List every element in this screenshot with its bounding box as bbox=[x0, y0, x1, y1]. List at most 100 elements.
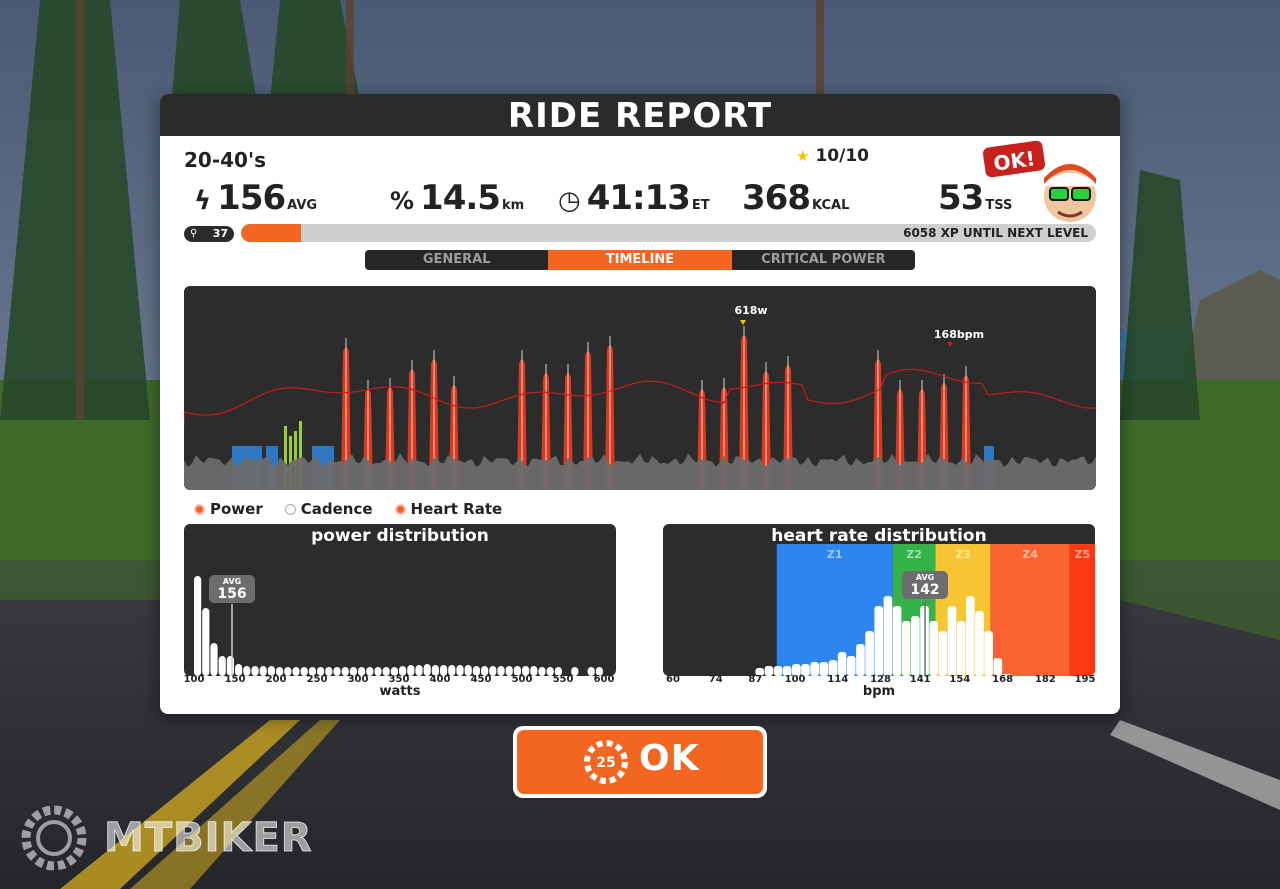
distance-icon: % bbox=[390, 187, 415, 215]
hr-bin-bar bbox=[865, 631, 874, 676]
avg-power-value: 156 bbox=[217, 178, 286, 218]
power-bin-bar bbox=[431, 665, 439, 676]
power-bin-bar bbox=[481, 666, 489, 676]
power-tick-label: 400 bbox=[429, 674, 451, 685]
legend-power-label: Power bbox=[210, 500, 263, 518]
power-bin-bar bbox=[505, 666, 513, 676]
hr-bin-bar bbox=[975, 611, 984, 676]
xp-progress-fill bbox=[241, 224, 301, 242]
rating-value: 10/10 bbox=[815, 146, 869, 166]
hr-zone-label: Z2 bbox=[906, 548, 922, 561]
hr-zone-band bbox=[1069, 544, 1095, 676]
panel-title: RIDE REPORT bbox=[160, 94, 1120, 136]
power-bin-bar bbox=[194, 576, 202, 676]
power-bin-bar bbox=[235, 664, 243, 676]
power-bin-bar bbox=[587, 667, 595, 676]
legend-cadence-toggle[interactable]: Cadence bbox=[284, 500, 373, 518]
power-avg-caption: AVG bbox=[223, 577, 241, 586]
power-tick-label: 550 bbox=[552, 674, 574, 685]
zone-green-sliver bbox=[284, 426, 287, 490]
heart-rate-line bbox=[184, 368, 1096, 426]
elapsed-time-value: 41:13 bbox=[586, 178, 691, 218]
hr-tick-label: 74 bbox=[708, 674, 723, 685]
hr-zone-label: Z4 bbox=[1022, 548, 1038, 561]
tab-general[interactable]: GENERAL bbox=[365, 250, 549, 270]
level-value: 37 bbox=[212, 227, 228, 240]
power-bin-bar bbox=[374, 667, 382, 676]
hr-avg-value: 142 bbox=[910, 582, 939, 598]
timeline-svg: 618w 168bpm bbox=[184, 304, 1096, 490]
hr-bin-bar bbox=[938, 631, 948, 676]
hr-bin-bar bbox=[984, 631, 993, 676]
power-axis-label: watts bbox=[379, 684, 421, 699]
ride-report-panel: RIDE REPORT 20-40's ★ 10/10 ϟ 156 AVG % 14.5… bbox=[160, 94, 1120, 714]
power-bin-bar bbox=[276, 667, 284, 676]
hr-bin-bar bbox=[755, 668, 765, 676]
star-icon: ★ bbox=[796, 147, 810, 165]
power-bin-bar bbox=[489, 666, 497, 676]
power-tick-label: 200 bbox=[265, 674, 287, 685]
power-bin-bar bbox=[333, 667, 341, 676]
power-bin-bar bbox=[456, 665, 464, 676]
power-bin-bar bbox=[440, 665, 448, 676]
power-bin-bar bbox=[522, 666, 530, 676]
watermark-text: MTBIKER bbox=[104, 815, 313, 862]
hr-distribution-chart: heart rate distribution Z1 Z2 Z3 Z4 Z5 AVG 1… bbox=[663, 524, 1095, 676]
hr-distribution-svg: Z1 Z2 Z3 Z4 Z5 AVG 142 bbox=[755, 544, 1095, 676]
ok-button-label: OK bbox=[639, 738, 700, 779]
power-bin-bar bbox=[292, 667, 300, 676]
lightning-icon: ϟ bbox=[194, 186, 212, 216]
tab-critical-power[interactable]: CRITICAL POWER bbox=[731, 250, 915, 270]
hr-zone-label: Z3 bbox=[955, 548, 971, 561]
hr-tick-label: 182 bbox=[1034, 674, 1056, 685]
radio-on-icon bbox=[194, 504, 205, 515]
hr-bin-bar bbox=[993, 658, 1003, 676]
hr-tick-label: 60 bbox=[666, 674, 680, 685]
radio-off-icon bbox=[284, 504, 296, 515]
power-bin-bar bbox=[595, 667, 603, 676]
ok-button[interactable]: 25 OK bbox=[513, 726, 767, 798]
power-avg-badge bbox=[209, 575, 255, 603]
power-bin-bar bbox=[226, 656, 234, 676]
power-bin-bar bbox=[382, 667, 390, 676]
legend-power-toggle[interactable]: Power bbox=[194, 500, 263, 518]
power-baseline-area bbox=[184, 453, 1096, 490]
zone-green-sliver bbox=[299, 421, 302, 490]
power-bin-bar bbox=[538, 667, 546, 676]
power-bin-bar bbox=[358, 667, 366, 676]
report-tabs: GENERAL TIMELINE CRITICAL POWER bbox=[365, 250, 915, 270]
hr-bin-bar bbox=[892, 606, 902, 676]
ok-button-face: 25 OK bbox=[517, 730, 763, 794]
tab-timeline[interactable]: TIMELINE bbox=[548, 250, 732, 270]
hr-bin-bar bbox=[782, 666, 792, 676]
stat-avg-power: ϟ 156 AVG bbox=[194, 178, 317, 218]
peak-power-marker bbox=[740, 320, 746, 325]
power-bin-bar bbox=[317, 667, 325, 676]
timeline-legend: Power Cadence Heart Rate bbox=[194, 500, 502, 518]
level-badge: ⚲ 37 bbox=[184, 226, 234, 242]
legend-cadence-label: Cadence bbox=[300, 500, 373, 518]
power-bin-bar bbox=[407, 665, 415, 676]
power-bin-bar bbox=[259, 666, 267, 676]
hr-tick-label: 128 bbox=[870, 674, 891, 685]
power-tick-label: 450 bbox=[470, 674, 492, 685]
power-bin-bar bbox=[530, 666, 538, 676]
hr-bin-bar bbox=[901, 621, 911, 676]
hr-bin-bar bbox=[846, 656, 856, 676]
hr-zone-label: Z1 bbox=[827, 548, 843, 561]
workout-name: 20-40's bbox=[184, 148, 266, 172]
power-bin-bar bbox=[267, 666, 275, 676]
power-tick-label: 250 bbox=[306, 674, 328, 685]
stat-elapsed-time: ◷ 41:13 ET bbox=[558, 178, 710, 218]
legend-hr-toggle[interactable]: Heart Rate bbox=[394, 500, 502, 518]
hr-tick-label: 100 bbox=[784, 674, 806, 685]
gear-logo-icon bbox=[21, 805, 87, 871]
power-bin-bar bbox=[308, 667, 316, 676]
clock-icon: ◷ bbox=[558, 186, 581, 216]
hr-tick-label: 195 bbox=[1074, 674, 1096, 685]
power-bin-bar bbox=[243, 666, 251, 676]
hr-tick-label: 141 bbox=[909, 674, 931, 685]
hr-bin-bar bbox=[792, 664, 801, 676]
power-bin-bar bbox=[415, 665, 423, 676]
hr-bin-bar bbox=[828, 660, 838, 676]
